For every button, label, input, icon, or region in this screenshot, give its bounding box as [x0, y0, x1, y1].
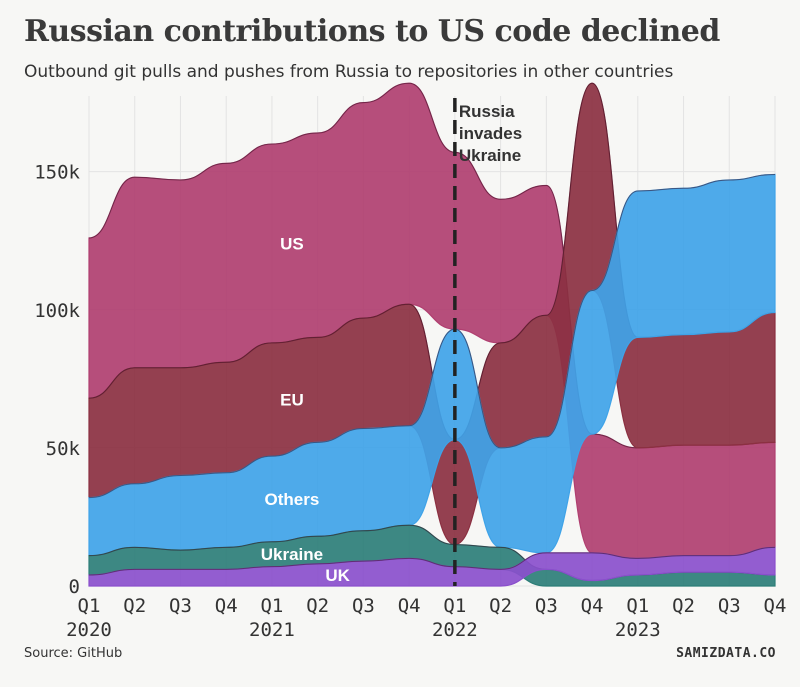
- brand-logo-text: SAMIZDATA.CO: [676, 646, 776, 661]
- series-label-uk: UK: [325, 566, 350, 585]
- series-label-eu: EU: [280, 391, 304, 410]
- x-tick-label: Q3: [169, 595, 192, 617]
- x-tick-label: Q3: [352, 595, 375, 617]
- series-label-us: US: [280, 234, 304, 253]
- series-areas: [88, 82, 776, 587]
- area-edge-uk: [88, 546, 776, 576]
- x-tick-label: Q2: [489, 595, 512, 617]
- y-tick-label: 0: [69, 576, 80, 598]
- axis-ticks: 0 50k 100k 150k Q1 Q2 Q3 Q4 Q1 Q2 Q3 Q4 Q1 Q2 Q3 Q4 Q1 Q2…: [34, 162, 786, 641]
- x-tick-label: Q1: [78, 595, 101, 617]
- x-tick-label: Q1: [443, 595, 466, 617]
- chart-subtitle: Outbound git pulls and pushes from Russi…: [24, 62, 674, 82]
- source-note: Source: GitHub: [24, 646, 123, 661]
- series-label-others: Others: [265, 490, 320, 509]
- series-label-ukraine: Ukraine: [261, 545, 323, 564]
- x-tick-label: Q2: [123, 595, 146, 617]
- x-tick-label: Q4: [398, 595, 421, 617]
- year-label: 2022: [432, 619, 478, 641]
- x-tick-label: Q4: [764, 595, 787, 617]
- annotation-text: Russia: [459, 102, 515, 121]
- x-tick-label: Q2: [672, 595, 695, 617]
- annotation-text: Ukraine: [459, 146, 521, 165]
- x-tick-label: Q4: [581, 595, 604, 617]
- x-tick-label: Q2: [306, 595, 329, 617]
- invasion-annotation: Russia invades Ukraine: [453, 98, 522, 586]
- x-tick-label: Q3: [718, 595, 741, 617]
- annotation-text: invades: [459, 124, 522, 143]
- y-tick-label: 150k: [34, 162, 80, 184]
- chart-title: Russian contributions to US code decline…: [24, 14, 720, 49]
- x-tick-label: Q3: [535, 595, 558, 617]
- y-tick-label: 50k: [46, 438, 81, 460]
- year-label: 2020: [66, 619, 112, 641]
- x-tick-label: Q1: [626, 595, 649, 617]
- x-tick-label: Q4: [215, 595, 238, 617]
- y-tick-label: 100k: [34, 300, 80, 322]
- year-label: 2023: [615, 619, 661, 641]
- year-label: 2021: [249, 619, 295, 641]
- x-tick-label: Q1: [260, 595, 283, 617]
